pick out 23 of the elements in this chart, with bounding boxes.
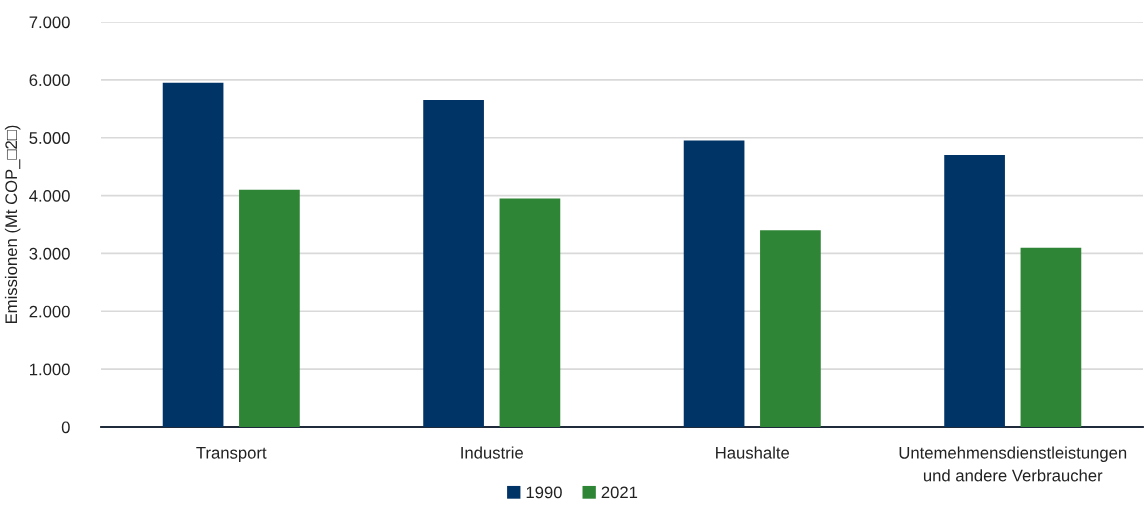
bar bbox=[944, 155, 1005, 427]
y-axis-title: Emissionen (Mt COP_□2□) bbox=[4, 125, 21, 324]
y-tick-label: 2.000 bbox=[29, 305, 70, 318]
y-tick-label: 6.000 bbox=[29, 74, 70, 87]
bar bbox=[499, 198, 561, 427]
legend-label: 1990 bbox=[526, 486, 562, 499]
x-tick-label: Haushalte bbox=[716, 446, 790, 459]
x-tick-label: Untemehmensdienstleistungen und andere Verbraucher bbox=[899, 446, 1127, 482]
bar bbox=[239, 189, 300, 427]
y-tick-label: 1.000 bbox=[30, 363, 70, 376]
legend-label: 2021 bbox=[601, 486, 638, 499]
y-tick-label: 0 bbox=[61, 421, 70, 434]
y-tick-label: 3.000 bbox=[29, 247, 70, 260]
bar bbox=[760, 230, 821, 427]
bar bbox=[423, 100, 484, 427]
bar bbox=[1020, 247, 1082, 427]
bar bbox=[683, 140, 745, 427]
y-tick-label: 7.000 bbox=[29, 16, 70, 29]
x-tick-label: Transport bbox=[196, 447, 267, 462]
y-tick-label: 5.000 bbox=[29, 132, 70, 144]
y-tick-label: 4.000 bbox=[29, 189, 70, 202]
x-tick-label: Industrie bbox=[461, 446, 523, 459]
bar bbox=[162, 82, 224, 427]
